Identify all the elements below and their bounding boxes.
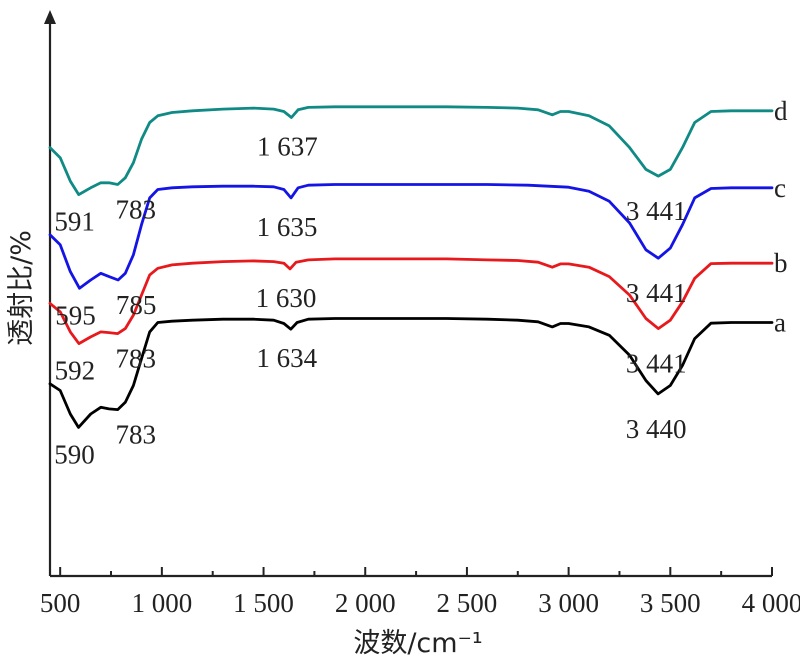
peak-label: 783: [115, 420, 156, 450]
x-tick-label: 500: [40, 588, 81, 618]
x-tick-label: 2 000: [335, 588, 396, 618]
x-tick-label: 1 000: [131, 588, 192, 618]
peak-label: 591: [54, 207, 95, 237]
peak-label: 3 440: [626, 414, 687, 444]
series-line-c: [48, 183, 774, 290]
x-tick-label: 3 000: [538, 588, 599, 618]
peak-label: 595: [55, 300, 96, 330]
x-tick-label: 2 500: [437, 588, 498, 618]
series-line-b: [48, 257, 774, 345]
x-tick-label: 1 500: [233, 588, 294, 618]
peak-label: 3 441: [626, 278, 687, 308]
series-line-a: [48, 317, 774, 429]
peak-label: 783: [115, 195, 156, 225]
y-axis-title: 透射比/%: [6, 230, 37, 346]
peak-label: 1 635: [257, 212, 318, 242]
peak-label: 590: [54, 439, 95, 469]
x-tick-label: 3 500: [640, 588, 701, 618]
x-axis-title: 波数/cm⁻¹: [353, 628, 482, 659]
series-label-a: a: [774, 308, 786, 338]
peak-label: 3 441: [626, 196, 687, 226]
peak-label: 1 630: [256, 283, 317, 313]
peak-label: 3 441: [626, 349, 687, 379]
peak-label: 592: [55, 356, 96, 386]
series-label-b: b: [774, 248, 788, 278]
series-line-d: [48, 105, 774, 196]
peak-label: 783: [115, 344, 156, 374]
x-tick-label: 4 000: [742, 588, 800, 618]
peak-label: 785: [116, 290, 157, 320]
y-axis-arrow-icon: [44, 10, 56, 24]
series-label-d: d: [774, 96, 788, 126]
peak-label: 1 634: [256, 343, 317, 373]
plot-area: 500 1 000 1 500 2 000 2 500 3 000 3 500 4 000 ab…: [40, 10, 800, 618]
peak-label: 1 637: [257, 132, 318, 162]
series-label-c: c: [774, 173, 786, 203]
